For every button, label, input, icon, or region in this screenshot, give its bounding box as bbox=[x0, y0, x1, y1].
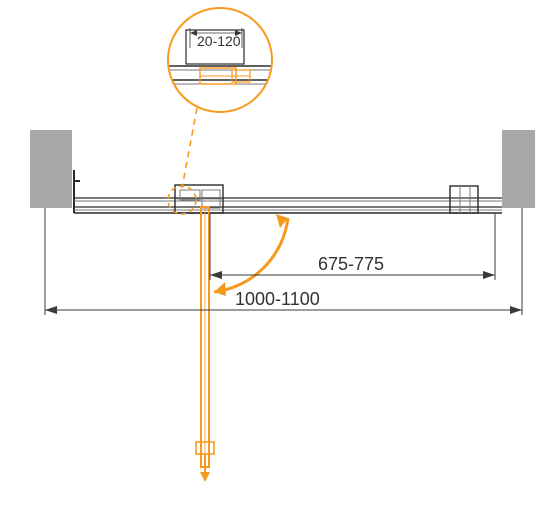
dimension-outer-label: 1000-1100 bbox=[235, 289, 320, 309]
detail-callout: 20-120 bbox=[168, 8, 272, 214]
wall-left bbox=[30, 130, 72, 208]
dimension-inner-label: 675-775 bbox=[318, 254, 384, 274]
track-assembly bbox=[74, 170, 502, 213]
swing-arc bbox=[214, 214, 288, 296]
technical-diagram: 675-775 1000-1100 bbox=[0, 0, 555, 505]
hinge-block bbox=[175, 185, 223, 213]
end-bracket bbox=[450, 186, 478, 213]
wall-right bbox=[502, 130, 535, 208]
detail-dimension-label: 20-120 bbox=[197, 33, 241, 49]
dimension-outer: 1000-1100 bbox=[45, 208, 522, 315]
dimension-inner: 675-775 bbox=[210, 213, 495, 280]
swing-door bbox=[196, 207, 214, 482]
